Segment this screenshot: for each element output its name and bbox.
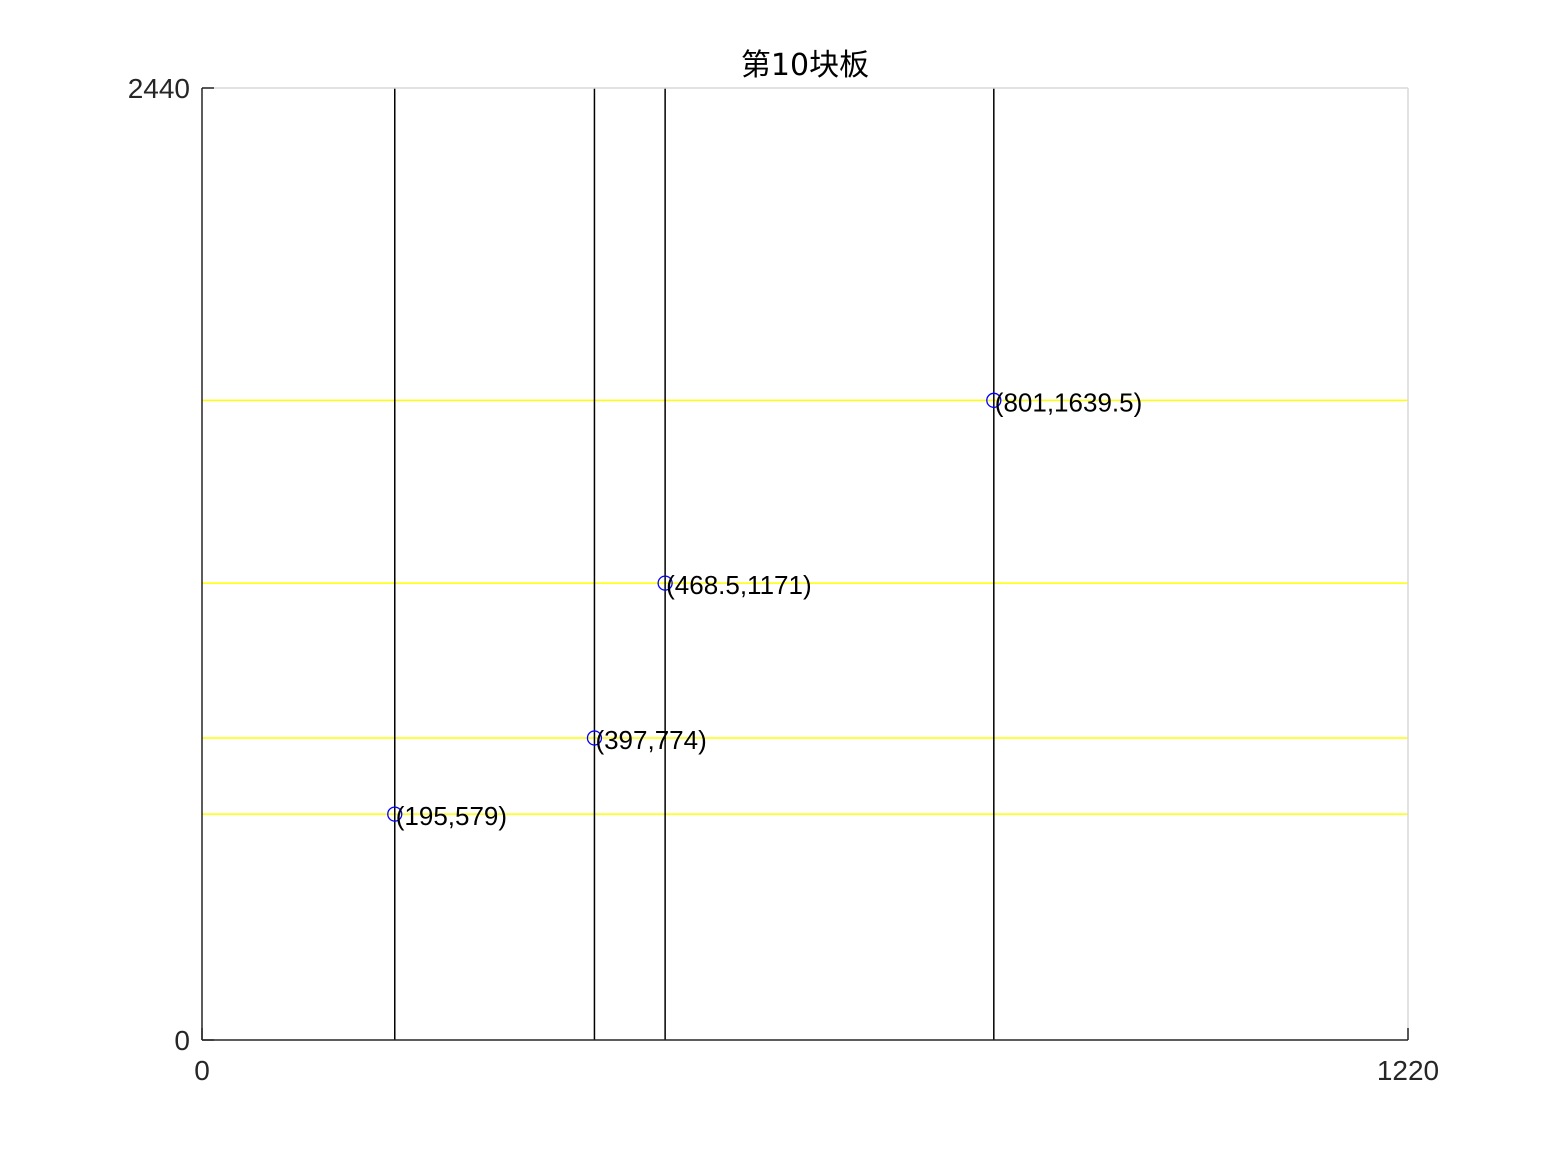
x-tick-label-1: 0 [194, 1055, 210, 1086]
point-marker-3 [657, 575, 673, 591]
point-marker-4 [986, 392, 1002, 408]
y-tick-label-2: 2440 [128, 73, 190, 104]
point-label-3: (468.5,1171) [666, 570, 812, 600]
chart-title: 第10块板 [741, 48, 869, 83]
point-marker-1 [387, 806, 403, 822]
axes: 0 1220 0 2440 [128, 73, 1439, 1086]
plot-area: (195,579) (397,774) (468.5,1171) (801,1639.… [202, 88, 1408, 1040]
point-label-2: (397,774) [595, 725, 706, 755]
point-label-4: (801,1639.5) [995, 387, 1142, 417]
point-label-1: (195,579) [396, 801, 507, 831]
y-tick-label-1: 0 [174, 1025, 190, 1056]
point-marker-2 [586, 730, 603, 746]
x-tick-label-2: 1220 [1377, 1055, 1439, 1086]
